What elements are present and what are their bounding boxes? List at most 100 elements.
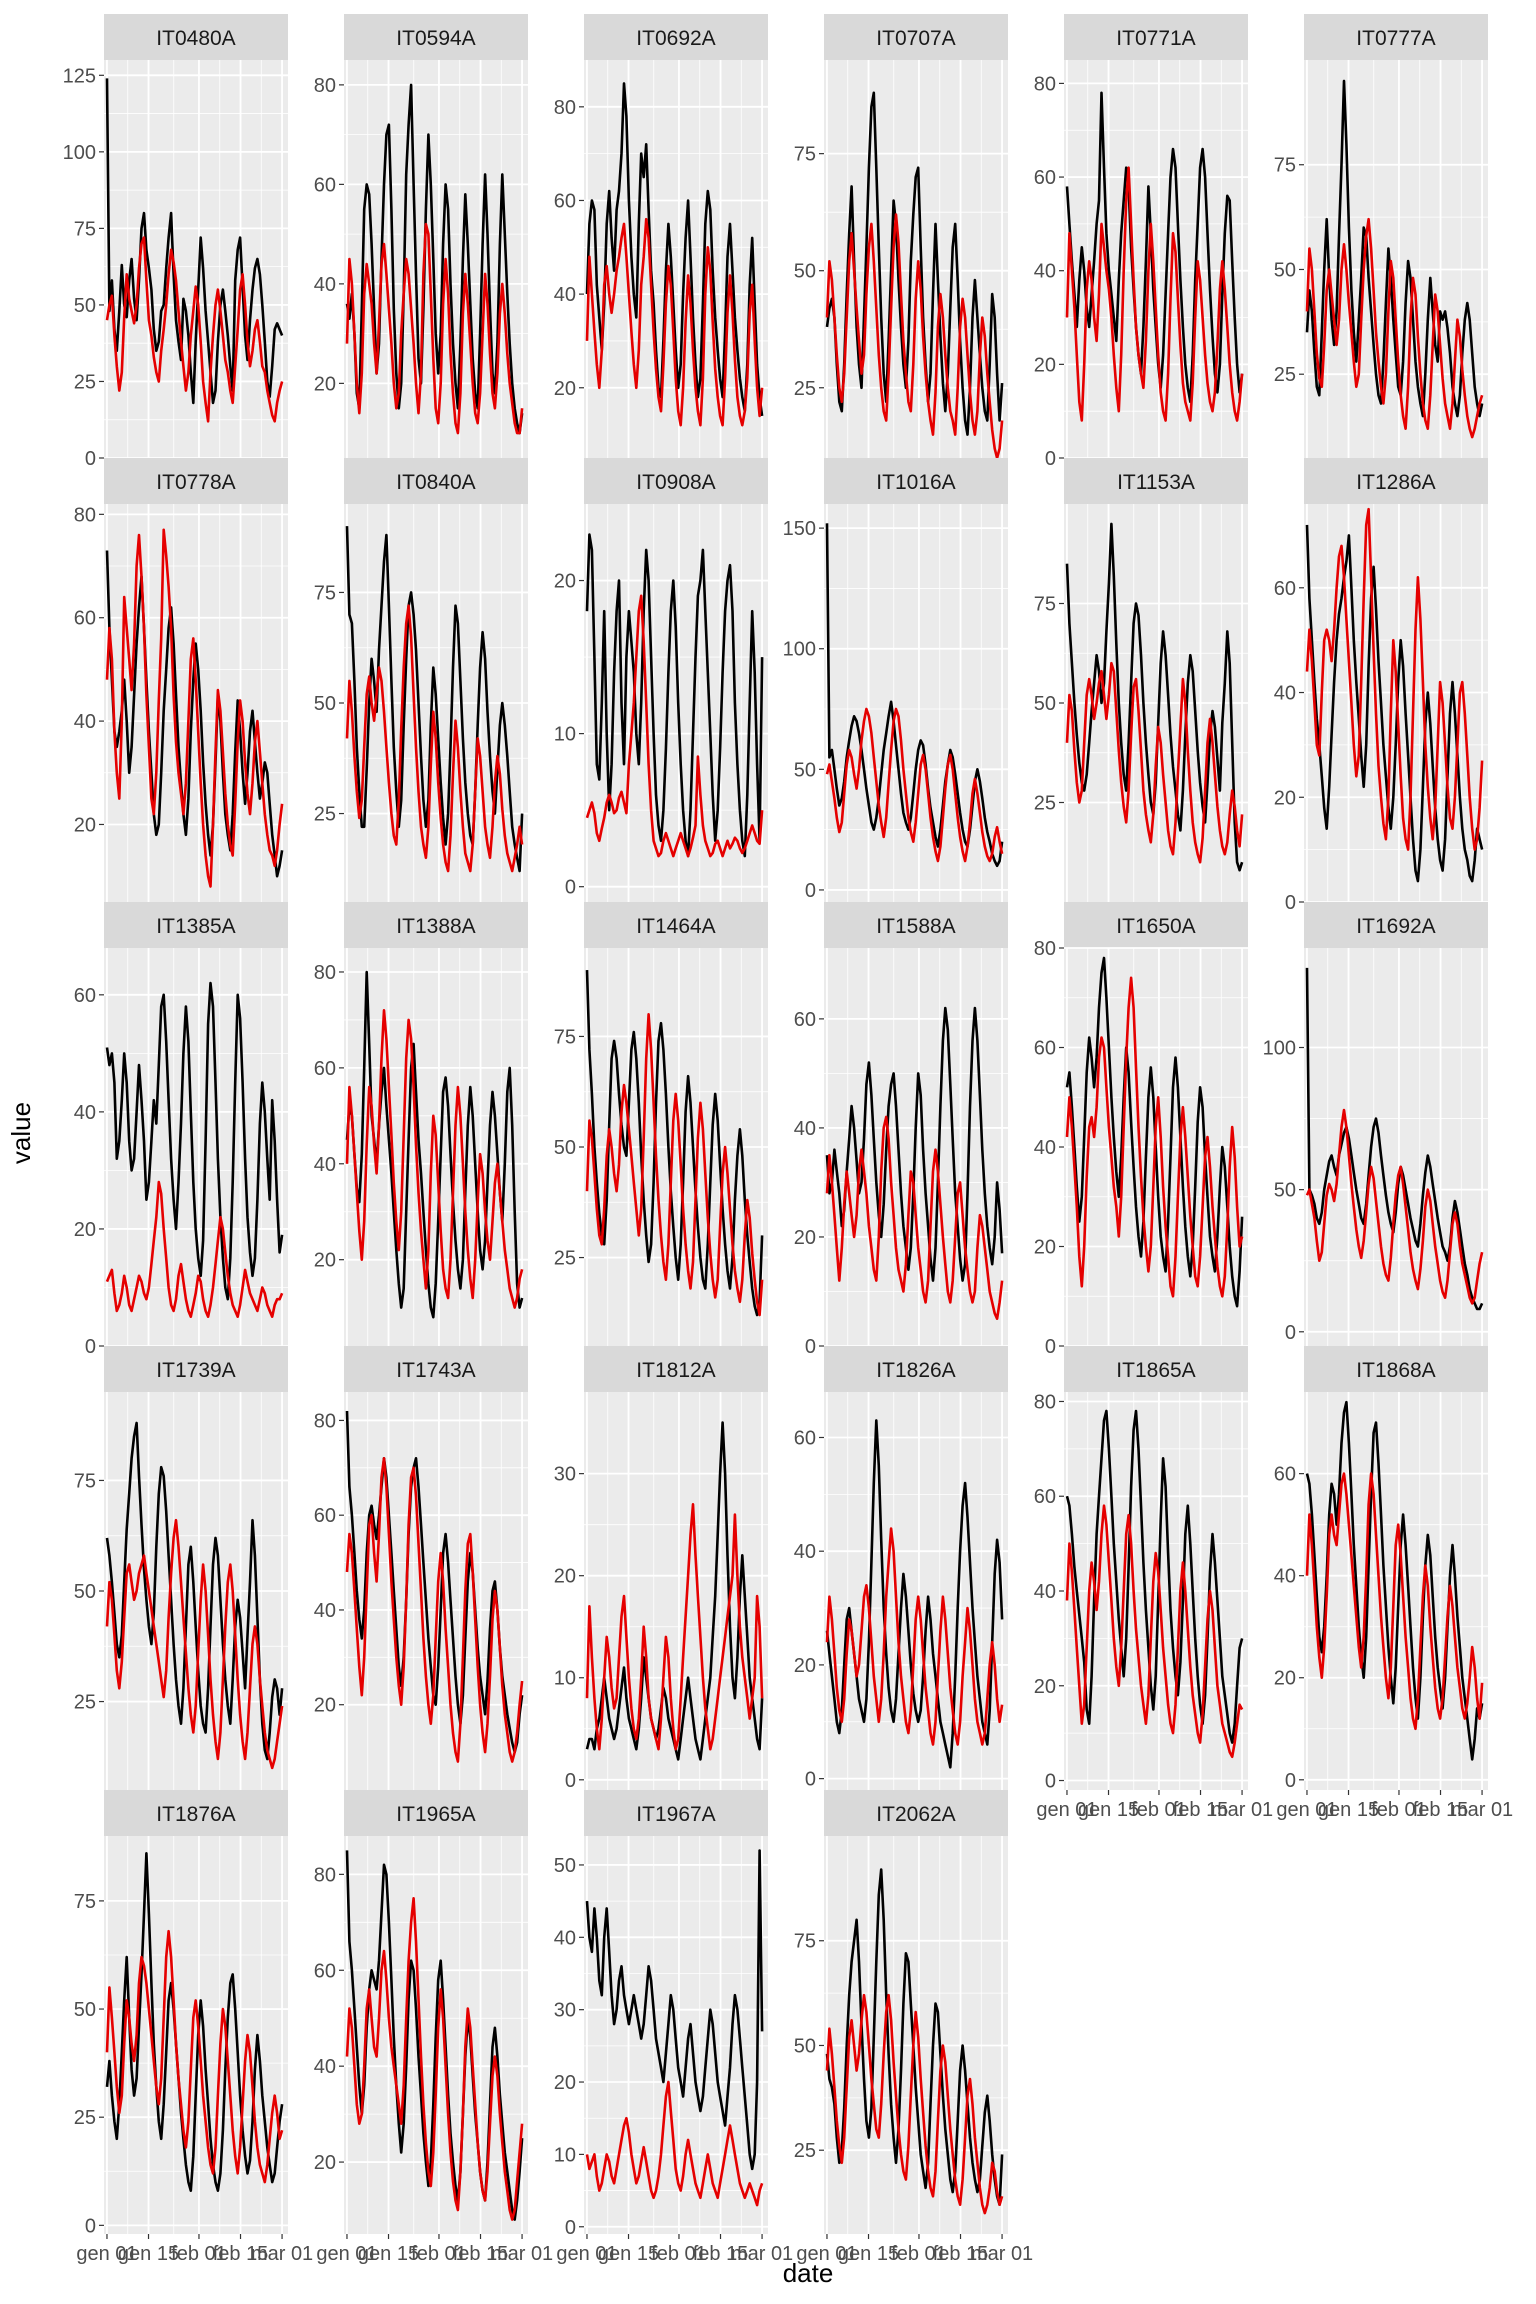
facet-strip (104, 14, 288, 60)
facet-strip-label: IT1739A (156, 1359, 235, 1382)
y-tick-label: 20 (1274, 787, 1296, 809)
facet-strip (1064, 14, 1248, 60)
facet-strip-label: IT1876A (156, 1803, 235, 1826)
series-line-red (585, 594, 764, 858)
series-line-red (1305, 1108, 1484, 1305)
x-tick-label: mar 01 (1211, 1799, 1273, 1821)
y-tick-label: 80 (314, 962, 336, 984)
facet-strip (584, 14, 768, 60)
facet-strip (824, 902, 1008, 948)
facet-strip (1064, 1346, 1248, 1392)
x-tick-label: mar 01 (731, 2243, 793, 2265)
facet-strip-label: IT0778A (156, 471, 235, 494)
y-tick-label: 25 (1034, 793, 1056, 815)
x-tick-label: feb 15 (693, 2243, 749, 2265)
facet-strip (104, 458, 288, 504)
x-tick-label: gen 15 (1078, 1799, 1139, 1821)
x-tick-label: gen 01 (1036, 1799, 1097, 1821)
y-tick-label: 60 (794, 1427, 816, 1449)
facet-strip-label: IT1588A (876, 915, 955, 938)
y-tick-label: 40 (554, 1927, 576, 1949)
y-tick-label: 20 (314, 2152, 336, 2174)
y-tick-label: 0 (85, 448, 96, 470)
series-line-red (105, 236, 284, 423)
facet-strip (1304, 1346, 1488, 1392)
y-tick-label: 0 (805, 880, 816, 902)
y-tick-label: 75 (1274, 155, 1296, 177)
facet-panel: IT1650A 0 20 40 60 80 (1034, 902, 1248, 1358)
x-tick-label: feb 01 (651, 2243, 707, 2265)
y-tick-label: 40 (314, 1600, 336, 1622)
y-tick-label: 80 (1034, 73, 1056, 95)
facet-panel: IT1153A 25 50 75 (1034, 458, 1248, 902)
x-axis-title: date (783, 2258, 834, 2288)
panel-background (1064, 60, 1248, 458)
y-tick-label: 40 (1034, 261, 1056, 283)
series-line-red (105, 528, 284, 888)
y-tick-label: 40 (1274, 1566, 1296, 1588)
y-tick-label: 50 (314, 693, 336, 715)
series-line-red (585, 1013, 764, 1317)
series-line-black (1065, 1409, 1244, 1744)
y-tick-label: 0 (565, 1770, 576, 1792)
y-tick-label: 20 (74, 814, 96, 836)
y-tick-label: 40 (1274, 683, 1296, 705)
facet-panel: IT1812A 0 10 20 30 (554, 1346, 768, 1792)
facet-panel: IT0771A 0 20 40 60 80 (1034, 14, 1248, 470)
x-tick-label: mar 01 (971, 2243, 1033, 2265)
panel-background (1304, 60, 1488, 458)
x-tick-label: gen 15 (1318, 1799, 1379, 1821)
y-tick-label: 20 (554, 378, 576, 400)
series-line-black (1305, 1400, 1484, 1761)
y-tick-label: 40 (794, 1118, 816, 1140)
y-tick-label: 20 (794, 1655, 816, 1677)
series-line-black (105, 1852, 284, 2192)
x-tick-label: feb 01 (411, 2243, 467, 2265)
facet-panel: IT1464A 25 50 75 (554, 902, 768, 1346)
y-tick-label: 60 (554, 190, 576, 212)
facet-strip (1064, 458, 1248, 504)
y-tick-label: 20 (554, 571, 576, 593)
series-line-black (1065, 956, 1244, 1308)
y-tick-label: 80 (1034, 1391, 1056, 1413)
panel-background (1304, 948, 1488, 1346)
facet-strip-label: IT1016A (876, 471, 955, 494)
facet-strip-label: IT0707A (876, 27, 955, 50)
facet-strip (344, 458, 528, 504)
facet-strip-label: IT0771A (1116, 27, 1195, 50)
facet-panel: IT0707A 25 50 75 (794, 14, 1008, 460)
series-line-red (1305, 507, 1484, 851)
y-tick-label: 25 (74, 371, 96, 393)
facet-strip-label: IT0908A (636, 471, 715, 494)
series-line-black (585, 82, 764, 417)
facet-strip (1304, 14, 1488, 60)
series-line-red (1305, 1472, 1484, 1731)
facet-panel: IT0908A 0 10 20 (554, 458, 768, 902)
facet-strip-label: IT1388A (396, 915, 475, 938)
y-tick-label: 25 (314, 804, 336, 826)
y-tick-label: 60 (74, 608, 96, 630)
y-tick-label: 40 (1034, 1581, 1056, 1603)
y-tick-label: 75 (314, 582, 336, 604)
y-tick-label: 60 (314, 1505, 336, 1527)
series-line-black (825, 1868, 1004, 2206)
series-line-red (585, 2080, 764, 2207)
facet-strip-label: IT1965A (396, 1803, 475, 1826)
x-tick-label: feb 15 (1413, 1799, 1469, 1821)
series-line-black (345, 1850, 524, 2221)
y-tick-label: 25 (1274, 364, 1296, 386)
x-tick-label: feb 01 (1131, 1799, 1187, 1821)
y-tick-label: 50 (1274, 1180, 1296, 1202)
y-tick-label: 20 (554, 1566, 576, 1588)
y-tick-label: 80 (314, 1864, 336, 1886)
facet-panel: IT0777A 25 50 75 (1274, 14, 1488, 458)
y-tick-label: 0 (1285, 1322, 1296, 1344)
series-line-red (105, 1929, 284, 2184)
facet-panel: IT0778A 20 40 60 80 (74, 458, 288, 902)
facet-strip (584, 458, 768, 504)
series-line-black (1305, 524, 1484, 883)
facet-strip-label: IT0594A (396, 27, 475, 50)
y-tick-label: 60 (314, 174, 336, 196)
